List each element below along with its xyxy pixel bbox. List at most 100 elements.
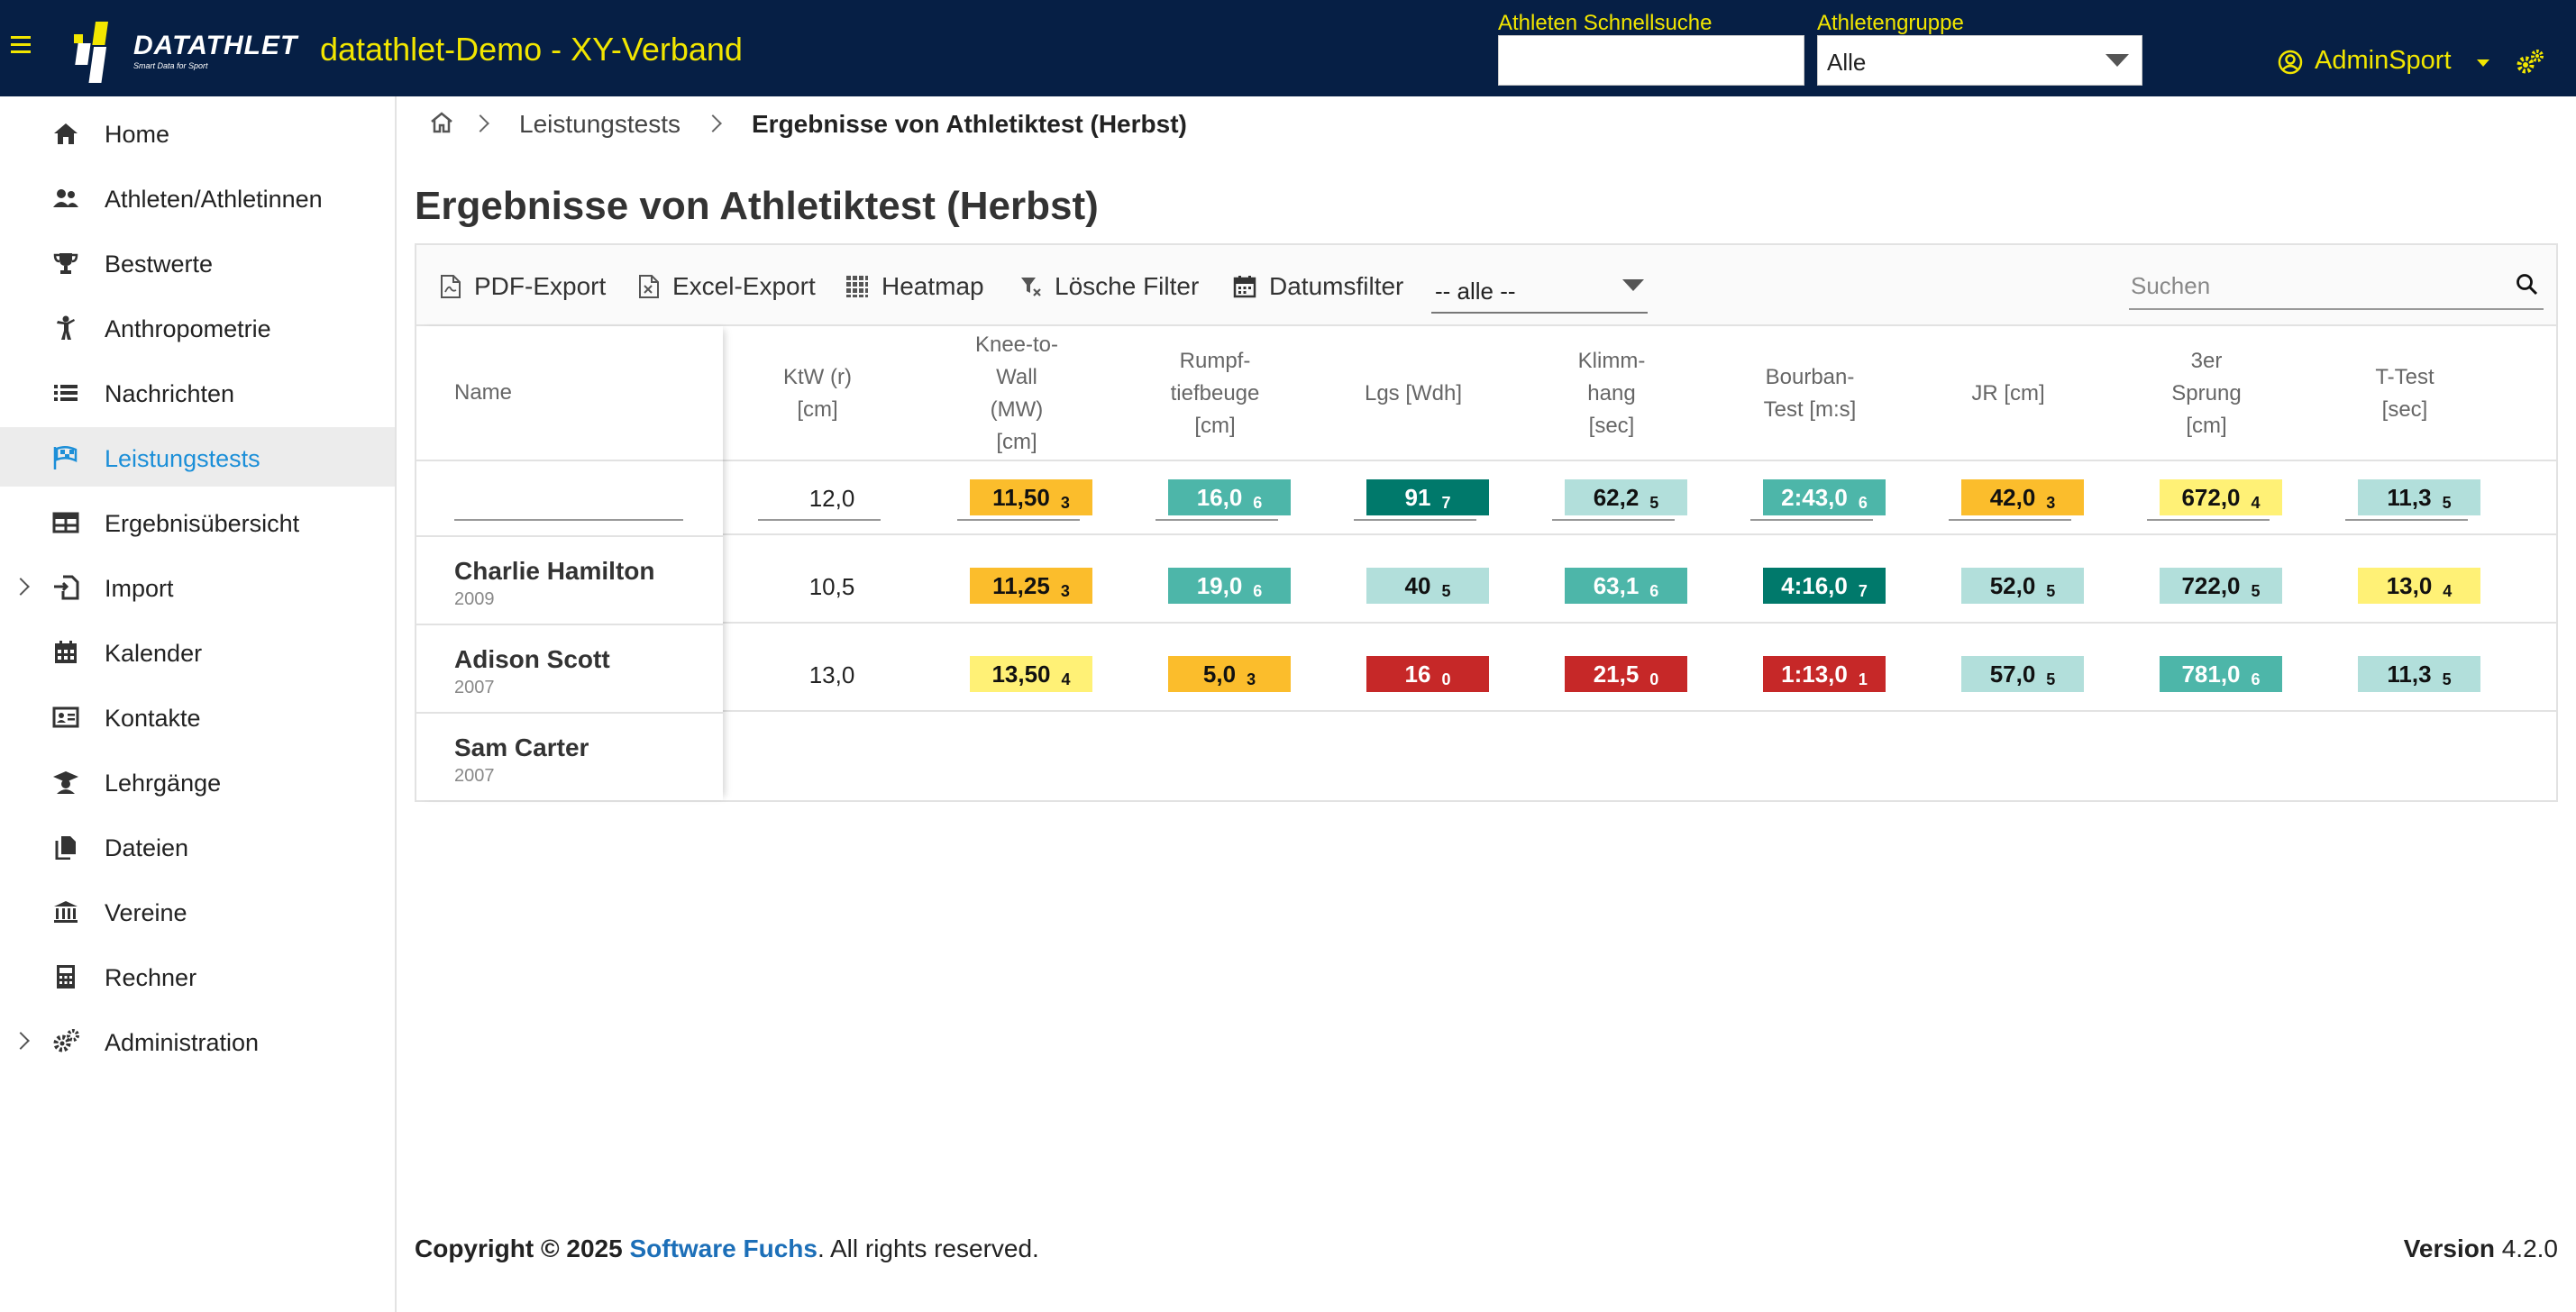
- score-cell[interactable]: 722,0 5: [2160, 568, 2282, 604]
- column-header[interactable]: KtW (r) [cm]: [745, 326, 890, 461]
- calendar-icon: [55, 641, 77, 663]
- column-filter-input[interactable]: [1949, 519, 2071, 521]
- score-cell[interactable]: 19,0 6: [1168, 568, 1291, 604]
- date-filter-button[interactable]: Datumsfilter: [1233, 272, 1403, 301]
- column-header[interactable]: Bourban- Test [m:s]: [1738, 326, 1882, 461]
- sidebar-item-kalender[interactable]: Kalender: [0, 622, 395, 681]
- sidebar-item-lehrgaenge[interactable]: Lehrgänge: [0, 752, 395, 811]
- column-filter-input[interactable]: [2147, 519, 2270, 521]
- score-cell[interactable]: 5,0 3: [1168, 656, 1291, 692]
- column-filter-input[interactable]: [1156, 519, 1278, 521]
- score-cell[interactable]: 1:13,0 1: [1763, 656, 1886, 692]
- score-cell[interactable]: 40 5: [1366, 568, 1489, 604]
- name-filter-input[interactable]: [454, 519, 683, 521]
- clear-filter-button[interactable]: Lösche Filter: [1020, 272, 1199, 301]
- score-points: 4: [1061, 670, 1071, 688]
- column-filter-input[interactable]: [1354, 519, 1476, 521]
- ktw-value: 13,0: [808, 661, 855, 688]
- score-cell[interactable]: 13,0 4: [2358, 568, 2480, 604]
- score-value: 42,0: [1989, 483, 2036, 511]
- column-header[interactable]: Rumpf-tiefbeuge [cm]: [1143, 326, 1287, 461]
- athlete-group-select[interactable]: Alle: [1817, 35, 2142, 86]
- column-filter-input[interactable]: [1750, 519, 1873, 521]
- column-header[interactable]: Lgs [Wdh]: [1341, 326, 1485, 461]
- table-search-field[interactable]: Suchen: [2129, 265, 2544, 310]
- name-column-header[interactable]: Name: [454, 380, 513, 405]
- score-cell[interactable]: 91 7: [1366, 479, 1489, 515]
- score-cell[interactable]: 16,0 6: [1168, 479, 1291, 515]
- score-points: 5: [2046, 581, 2056, 600]
- search-icon[interactable]: [2515, 272, 2540, 297]
- score-cell[interactable]: 11,50 3: [970, 479, 1092, 515]
- score-cell[interactable]: 57,0 5: [1961, 656, 2084, 692]
- quick-search-label: Athleten Schnellsuche: [1498, 11, 1713, 35]
- column-filter-input[interactable]: [758, 519, 881, 521]
- sidebar-item-athletes[interactable]: Athleten/Athletinnen: [0, 168, 395, 227]
- cogs-icon: [53, 1029, 79, 1052]
- sidebar-item-home[interactable]: Home: [0, 103, 395, 162]
- date-filter-select[interactable]: -- alle --: [1431, 267, 1648, 314]
- column-header[interactable]: JR [cm]: [1936, 326, 2080, 461]
- column-filter-input[interactable]: [957, 519, 1080, 521]
- sidebar-item-rechner[interactable]: Rechner: [0, 946, 395, 1006]
- athlete-name[interactable]: Charlie Hamilton: [454, 557, 655, 585]
- score-cell[interactable]: 11,3 5: [2358, 656, 2480, 692]
- score-cell[interactable]: 11,3 5: [2358, 479, 2480, 515]
- score-cell[interactable]: 21,5 0: [1565, 656, 1687, 692]
- excel-export-button[interactable]: Excel-Export: [638, 272, 816, 301]
- column-header[interactable]: Klimm-hang [sec]: [1539, 326, 1684, 461]
- pdf-export-button[interactable]: PDF-Export: [440, 272, 606, 301]
- sidebar-item-bestwerte[interactable]: Bestwerte: [0, 232, 395, 292]
- company-link[interactable]: Software Fuchs: [629, 1235, 818, 1262]
- hamburger-menu-icon[interactable]: [11, 36, 31, 58]
- score-cell[interactable]: 16 0: [1366, 656, 1489, 692]
- score-cell[interactable]: 4:16,0 7: [1763, 568, 1886, 604]
- clear-filter-label: Lösche Filter: [1055, 272, 1200, 300]
- logo-text: DATATHLET: [133, 31, 298, 60]
- quick-search-input[interactable]: [1498, 35, 1804, 86]
- column-header[interactable]: T-Test [sec]: [2333, 326, 2477, 461]
- score-cell[interactable]: 672,0 4: [2160, 479, 2282, 515]
- app-logo[interactable]: DATATHLET Smart Data for Sport: [74, 22, 297, 87]
- user-circle-icon[interactable]: [2277, 49, 2304, 76]
- score-points: 6: [1253, 581, 1263, 600]
- column-filter-input[interactable]: [2345, 519, 2468, 521]
- score-value: 722,0: [2181, 571, 2241, 599]
- sidebar-item-ergebnisuebersicht[interactable]: Ergebnisübersicht: [0, 492, 395, 551]
- score-cell[interactable]: 63,1 6: [1565, 568, 1687, 604]
- sidebar-item-vereine[interactable]: Vereine: [0, 881, 395, 941]
- score-cell[interactable]: 42,0 3: [1961, 479, 2084, 515]
- heatmap-button[interactable]: Heatmap: [845, 272, 984, 301]
- score-cell[interactable]: 2:43,0 6: [1763, 479, 1886, 515]
- score-cell[interactable]: 52,0 5: [1961, 568, 2084, 604]
- column-header[interactable]: 3er Sprung [cm]: [2134, 326, 2279, 461]
- sidebar-item-kontakte[interactable]: Kontakte: [0, 687, 395, 746]
- user-menu-caret-icon[interactable]: [2477, 59, 2489, 67]
- score-points: 0: [1649, 670, 1659, 688]
- column-header-text: Bourban- Test [m:s]: [1764, 361, 1857, 426]
- column-header[interactable]: Knee-to- Wall (MW) [cm]: [945, 326, 1089, 461]
- athlete-name[interactable]: Adison Scott: [454, 645, 610, 673]
- column-filter-input[interactable]: [1552, 519, 1675, 521]
- chevron-right-icon[interactable]: [12, 1032, 30, 1050]
- logo-mark-icon: [74, 22, 108, 83]
- score-cell[interactable]: 13,50 4: [970, 656, 1092, 692]
- score-cell[interactable]: 781,0 6: [2160, 656, 2282, 692]
- breadcrumb-leistungstests[interactable]: Leistungstests: [519, 110, 681, 138]
- excel-file-icon: [639, 275, 659, 298]
- user-menu-button[interactable]: AdminSport: [2315, 46, 2452, 75]
- sidebar-item-leistungstests[interactable]: Leistungstests: [0, 427, 395, 487]
- score-cell[interactable]: 11,25 3: [970, 568, 1092, 604]
- column-header-line: Knee-to-: [974, 333, 1059, 357]
- breadcrumb-home-icon[interactable]: [429, 110, 454, 135]
- sidebar-item-dateien[interactable]: Dateien: [0, 816, 395, 876]
- sidebar-item-nachrichten[interactable]: Nachrichten: [0, 362, 395, 422]
- score-points: 6: [1649, 581, 1659, 600]
- sidebar-item-administration[interactable]: Administration: [0, 1011, 395, 1071]
- athlete-name[interactable]: Sam Carter: [454, 733, 589, 761]
- chevron-right-icon[interactable]: [12, 578, 30, 596]
- settings-cogs-icon[interactable]: [2515, 49, 2545, 76]
- sidebar-item-anthropometrie[interactable]: Anthropometrie: [0, 297, 395, 357]
- score-cell[interactable]: 62,2 5: [1565, 479, 1687, 515]
- sidebar-item-import[interactable]: Import: [0, 557, 395, 616]
